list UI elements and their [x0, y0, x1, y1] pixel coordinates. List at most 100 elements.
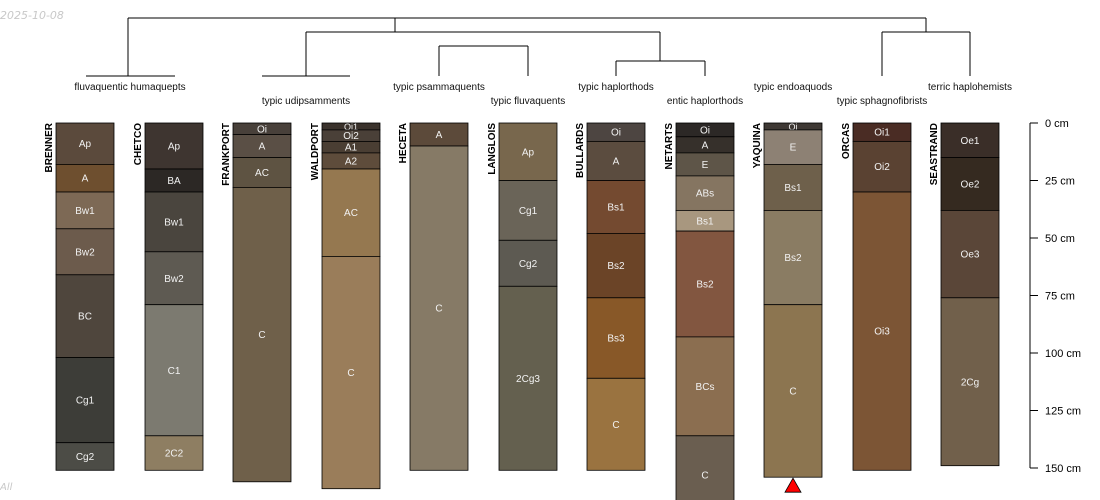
soil-profile-heceta: HECETA A C	[398, 122, 469, 471]
horizon-block	[763, 209, 823, 306]
horizon-block	[940, 157, 1000, 211]
corner-note: All	[0, 482, 13, 493]
horizon-block	[144, 122, 204, 170]
horizon-block	[675, 230, 735, 338]
taxonomy-label: typic psammaquents	[393, 82, 485, 93]
horizon-block	[586, 180, 646, 234]
horizon-label: C	[435, 304, 442, 315]
horizon-label: Bs1	[696, 216, 714, 227]
axis-tick-label: 0 cm	[1045, 118, 1069, 130]
horizon-block	[498, 239, 558, 287]
horizon-label: A2	[345, 156, 358, 167]
taxonomy-label: typic endoaquods	[754, 82, 832, 93]
horizon-label: A	[259, 142, 266, 153]
horizon-block	[852, 191, 912, 471]
horizon-block	[232, 186, 292, 483]
horizon-label: Bw2	[75, 247, 95, 258]
horizon-label: C	[701, 470, 708, 481]
horizon-block	[940, 297, 1000, 467]
profile-name: SEASTRAND	[929, 123, 940, 185]
horizon-block	[55, 228, 115, 276]
soil-profile-yaquina: YAQUINA Oi E Bs1 Bs2 C	[752, 122, 823, 493]
soil-profile-orcas: ORCAS Oi1 Oi2 Oi3	[841, 122, 912, 471]
taxonomy-label: typic fluvaquents	[491, 96, 566, 107]
horizon-label: Bw2	[164, 274, 184, 285]
horizon-label: Bs2	[607, 261, 625, 272]
horizon-label: Oi2	[874, 162, 890, 173]
horizon-label: Bw1	[75, 206, 95, 217]
profile-name: HECETA	[398, 123, 409, 163]
soil-profile-bullards: BULLARDS Oi A Bs1 Bs2 Bs3 C	[575, 122, 646, 471]
horizon-block	[586, 377, 646, 471]
horizon-block	[144, 304, 204, 437]
horizon-label: A	[436, 130, 443, 141]
taxonomy-label: typic udipsamments	[262, 96, 350, 107]
axis-tick-label: 150 cm	[1045, 463, 1081, 475]
axis-tick-label: 100 cm	[1045, 348, 1081, 360]
profile-name: NETARTS	[664, 123, 675, 170]
date-stamp: 2025-10-08	[0, 9, 64, 22]
profile-name: BRENNER	[44, 122, 55, 172]
horizon-label: A	[613, 156, 620, 167]
horizon-block	[940, 209, 1000, 299]
horizon-label: Bs1	[784, 183, 802, 194]
horizon-label: C	[789, 386, 796, 397]
truncation-marker	[784, 477, 802, 493]
horizon-label: BA	[167, 176, 181, 187]
horizon-label: BCs	[696, 382, 715, 393]
horizon-block	[675, 175, 735, 211]
horizon-label: E	[702, 160, 709, 171]
axis-tick-label: 25 cm	[1045, 176, 1075, 188]
profile-name: ORCAS	[841, 123, 852, 159]
taxonomy-label: fluvaquentic humaquepts	[74, 82, 185, 93]
horizon-block	[144, 191, 204, 253]
taxonomy-label: typic sphagnofibrists	[837, 96, 928, 107]
horizon-block	[852, 140, 912, 193]
horizon-label: Oi	[257, 124, 267, 135]
soil-profile-chetco: CHETCO Ap BA Bw1 Bw2 C1 2C2	[133, 122, 204, 471]
horizon-label: C1	[168, 366, 181, 377]
horizon-label: Ap	[522, 147, 535, 158]
horizon-label: Cg2	[519, 259, 538, 270]
horizon-label: AC	[255, 168, 269, 179]
horizon-block	[586, 297, 646, 379]
horizon-label: Ap	[79, 139, 92, 150]
profile-name: BULLARDS	[575, 123, 586, 178]
horizon-label: Cg1	[76, 396, 95, 407]
horizon-block	[144, 251, 204, 306]
axis-tick-label: 50 cm	[1045, 233, 1075, 245]
horizon-block	[675, 336, 735, 437]
horizon-label: Bw1	[164, 217, 184, 228]
horizon-block	[763, 163, 823, 211]
horizon-label: Bs2	[784, 253, 802, 264]
horizon-label: Oi	[700, 125, 710, 136]
profile-name: FRANKPORT	[221, 123, 232, 186]
horizon-label: C	[258, 330, 265, 341]
profile-name: YAQUINA	[752, 123, 763, 168]
soil-profiles: BRENNER Ap A Bw1 Bw2 BC Cg1 Cg2 CHETCO Ap BA Bw1 Bw2…	[44, 122, 1000, 500]
horizon-label: 2C2	[165, 449, 184, 460]
horizon-label: ABs	[696, 189, 714, 200]
horizon-label: Oi	[611, 128, 621, 139]
horizon-block	[498, 180, 558, 241]
horizon-label: A1	[345, 143, 358, 154]
profile-name: CHETCO	[133, 123, 144, 165]
horizon-block	[55, 163, 115, 193]
horizon-block	[321, 255, 381, 490]
horizon-label: Cg1	[519, 206, 538, 217]
horizon-label: C	[612, 420, 619, 431]
horizon-label: A	[82, 174, 89, 185]
taxonomy-label: entic haplorthods	[667, 96, 743, 107]
soil-profile-langlois: LANGLOIS Ap Cg1 Cg2 2Cg3	[487, 122, 558, 471]
horizon-label: 2Cg	[961, 377, 979, 388]
horizon-block	[232, 157, 292, 188]
horizon-block	[144, 435, 204, 471]
horizon-label: Oe3	[961, 250, 980, 261]
horizon-block	[55, 191, 115, 230]
horizon-block	[498, 122, 558, 181]
horizon-label: Bs1	[607, 202, 625, 213]
horizon-label: Bs2	[696, 280, 714, 291]
horizon-label: E	[790, 143, 797, 154]
